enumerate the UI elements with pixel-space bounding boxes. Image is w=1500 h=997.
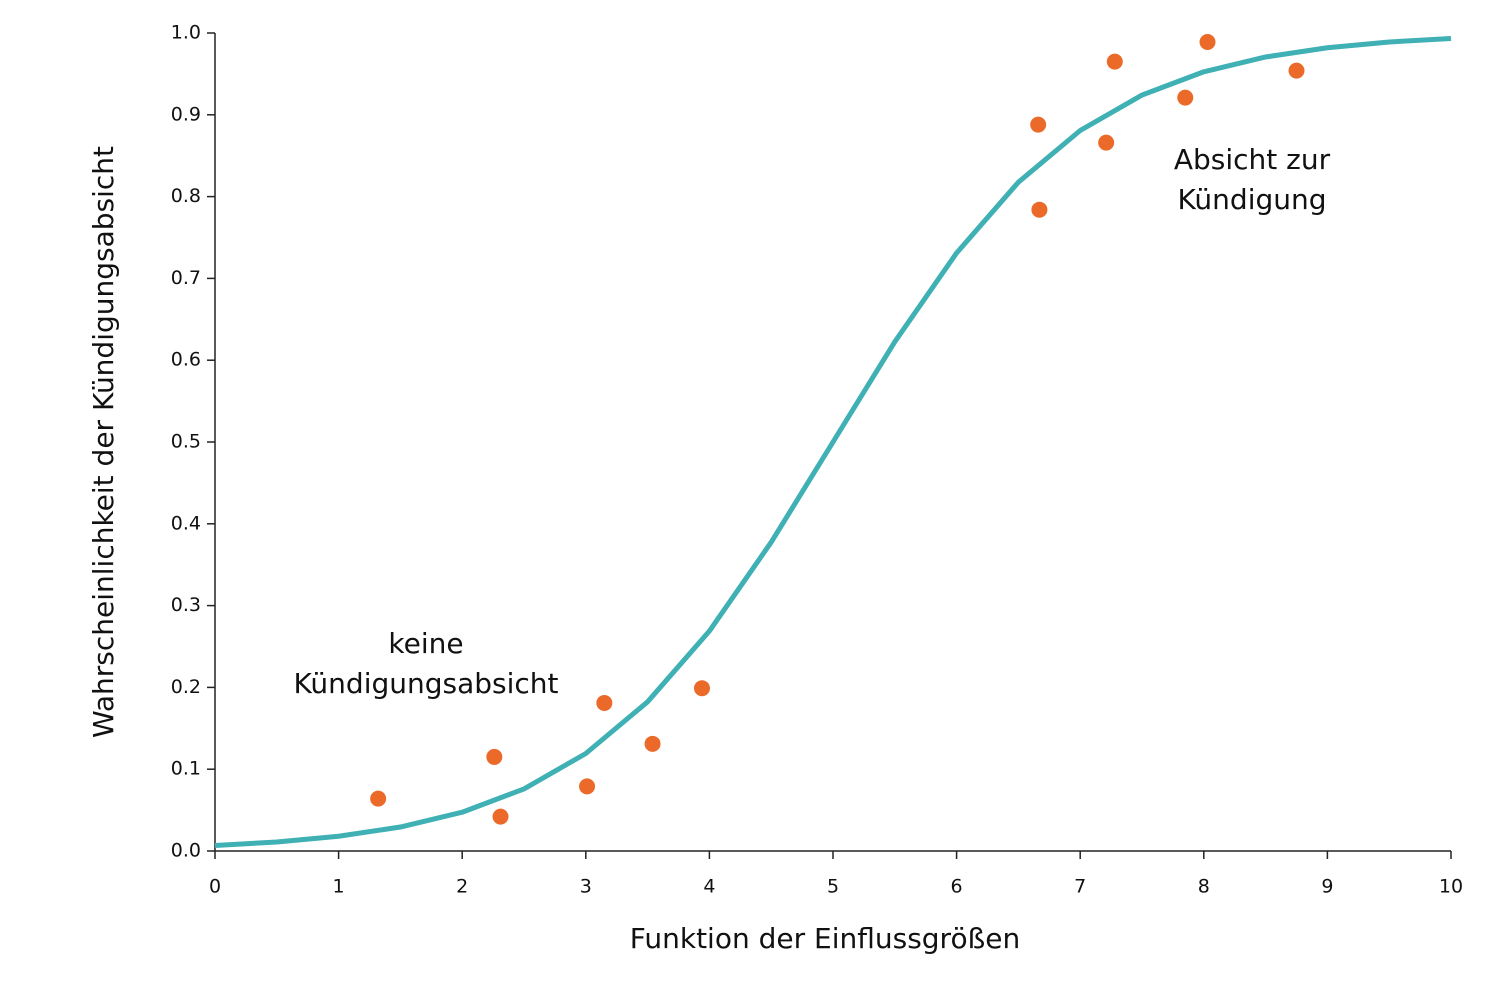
x-tick-label: 4 — [703, 876, 715, 898]
data-point — [1031, 201, 1048, 218]
x-tick-label: 1 — [333, 876, 345, 898]
data-point — [644, 735, 661, 752]
data-point — [1177, 89, 1194, 106]
x-tick-label: 8 — [1198, 876, 1210, 898]
y-tick-label: 0.1 — [171, 758, 201, 780]
y-tick-label: 0.5 — [171, 431, 201, 453]
x-tick-label: 3 — [580, 876, 592, 898]
data-point — [1030, 116, 1047, 133]
annotation: Absicht zur — [1174, 143, 1331, 176]
x-tick-label: 9 — [1321, 876, 1333, 898]
data-point — [486, 748, 503, 765]
data-point — [1098, 134, 1115, 151]
x-tick-label: 5 — [827, 876, 839, 898]
y-tick-label: 0.0 — [171, 840, 201, 862]
data-point — [1199, 33, 1216, 50]
y-axis-title: Wahrscheinlichkeit der Kündigungsabsicht — [87, 146, 120, 738]
y-tick-label: 0.2 — [171, 676, 201, 698]
y-tick-label: 0.9 — [171, 103, 201, 125]
data-point — [596, 694, 613, 711]
data-point — [579, 778, 596, 795]
data-point — [1106, 53, 1123, 70]
y-tick-label: 0.6 — [171, 349, 201, 371]
x-axis-title: Funktion der Einflussgrößen — [630, 922, 1020, 955]
annotation: keine — [388, 627, 463, 660]
x-tick-label: 7 — [1074, 876, 1086, 898]
annotation: Kündigungsabsicht — [293, 667, 558, 700]
y-tick-label: 0.3 — [171, 594, 201, 616]
y-tick-label: 0.8 — [171, 185, 201, 207]
data-point — [1288, 62, 1305, 79]
x-tick-label: 0 — [209, 876, 221, 898]
annotation: Kündigung — [1177, 183, 1326, 216]
y-tick-label: 0.4 — [171, 512, 201, 534]
curve — [214, 35, 1452, 849]
y-tick-label: 0.7 — [171, 267, 201, 289]
x-tick-label: 6 — [951, 876, 963, 898]
data-point — [693, 680, 710, 697]
y-tick-label: 1.0 — [171, 22, 201, 44]
data-point — [370, 790, 387, 807]
x-tick-label: 2 — [456, 876, 468, 898]
data-point — [492, 808, 509, 825]
x-tick-label: 10 — [1439, 876, 1463, 898]
